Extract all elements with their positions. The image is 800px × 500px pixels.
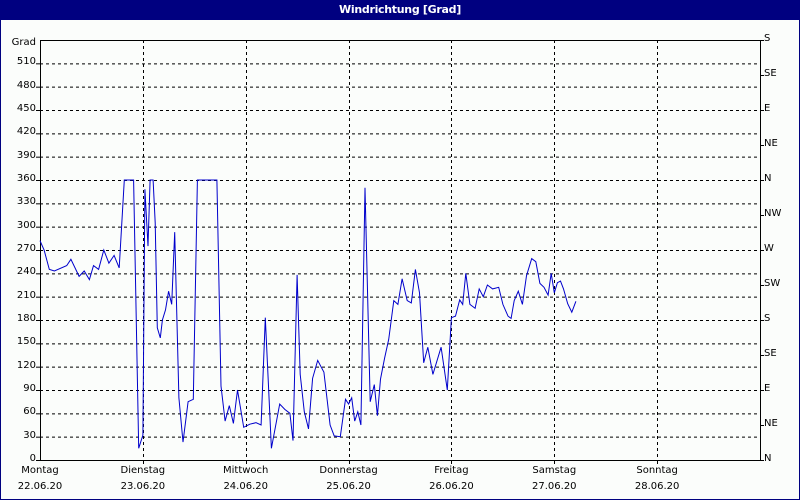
y-axis-title: Grad — [11, 37, 36, 48]
compass-label: NE — [764, 418, 778, 429]
y-tick-label: 180 — [16, 313, 36, 324]
y-tick-label: 150 — [16, 336, 36, 348]
y-tick-label: 120 — [16, 359, 36, 371]
compass-label: W — [764, 243, 774, 254]
compass-label: N — [764, 173, 772, 184]
compass-label: SE — [764, 68, 777, 79]
compass-label: S — [764, 313, 771, 324]
y-tick-label: 0 — [29, 453, 36, 464]
compass-label: NE — [764, 138, 778, 149]
x-day-label: Mittwoch — [223, 465, 269, 476]
y-tick-label: 60 — [23, 406, 36, 418]
x-date-label: 27.06.20 — [532, 481, 577, 492]
y-tick-label: 300 — [16, 219, 36, 231]
x-day-label: Dienstag — [120, 465, 166, 476]
y-tick-label: 210 — [16, 289, 36, 301]
x-day-label: Sonntag — [636, 465, 678, 476]
compass-label: E — [764, 103, 771, 114]
y-tick-label: 420 — [16, 126, 36, 138]
y-tick-label: 270 — [16, 243, 36, 254]
y-tick-label: 480 — [16, 79, 36, 91]
x-day-label: Donnerstag — [319, 465, 378, 476]
x-date-label: 23.06.20 — [120, 481, 166, 492]
compass-label: S — [764, 33, 771, 44]
x-date-label: 28.06.20 — [634, 481, 680, 492]
compass-label: SW — [764, 278, 781, 289]
y-tick-label: 330 — [16, 196, 36, 208]
y-tick-label: 510 — [16, 56, 36, 68]
x-date-label: 26.06.20 — [429, 481, 474, 492]
compass-label: SE — [764, 348, 777, 359]
x-day-label: Freitag — [434, 465, 469, 476]
y-tick-label: 360 — [16, 173, 36, 184]
y-tick-label: 90 — [23, 383, 36, 394]
chart-title: Windrichtung [Grad] — [0, 0, 800, 20]
wind-direction-line — [39, 179, 577, 449]
y-tick-label: 30 — [23, 429, 36, 441]
compass-label: E — [764, 383, 771, 394]
y-tick-label: 450 — [16, 103, 36, 114]
x-day-label: Samstag — [532, 465, 577, 476]
x-date-label: 24.06.20 — [223, 481, 268, 492]
x-date-label: 22.06.20 — [17, 481, 63, 492]
x-date-label: 25.06.20 — [326, 481, 371, 492]
y-tick-label: 240 — [16, 266, 36, 278]
x-day-label: Montag — [21, 465, 59, 476]
compass-label: N — [764, 453, 772, 464]
y-tick-label: 390 — [16, 149, 36, 161]
compass-label: NW — [764, 208, 782, 219]
